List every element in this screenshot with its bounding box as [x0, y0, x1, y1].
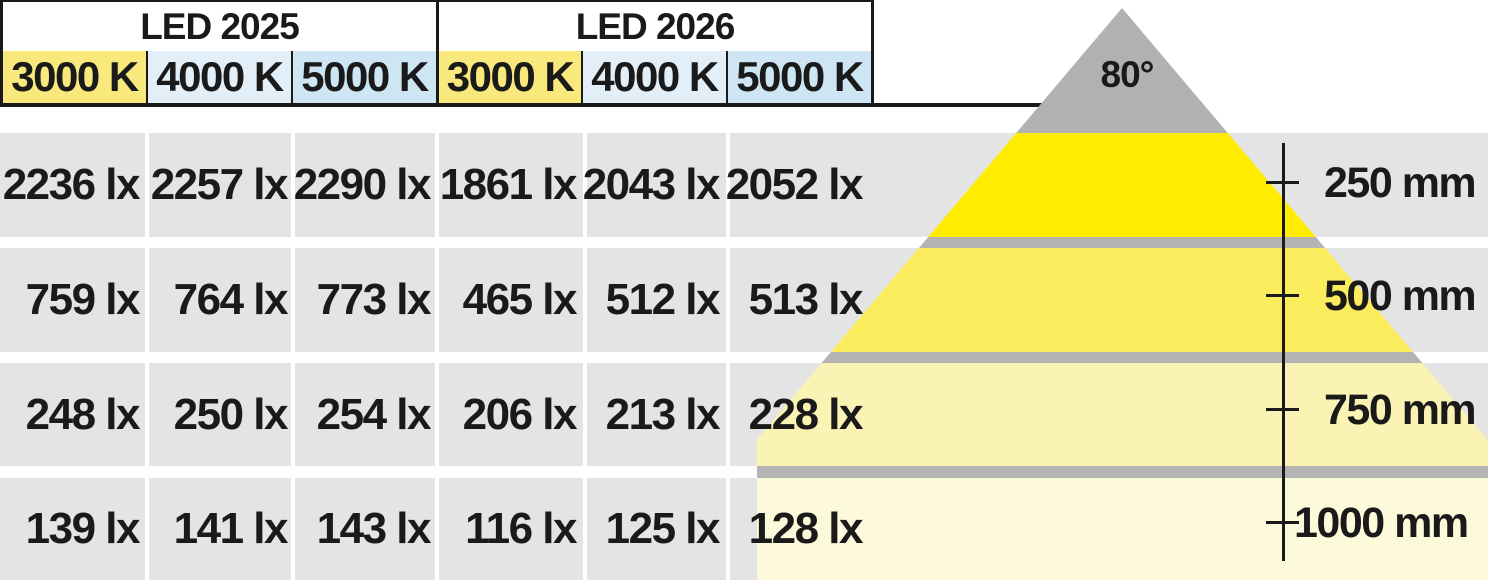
distance-label-1000mm: 1000 mm: [1294, 498, 1469, 547]
column-separator: [435, 133, 439, 580]
lux-value: 2043 lx: [582, 160, 721, 209]
cone-gap-bar: [757, 466, 1488, 478]
lux-value: 125 lx: [605, 504, 721, 553]
lux-value: 513 lx: [748, 275, 864, 324]
group-title-led-2025: LED 2025: [140, 6, 300, 47]
cone-band-1000mm: [757, 478, 1488, 580]
lux-value: 2290 lx: [293, 160, 432, 209]
beam-angle-label: 80°: [1100, 54, 1155, 95]
lux-value: 512 lx: [605, 275, 721, 324]
scale-tick-1000mm: [1266, 521, 1299, 524]
header-cell-divider: [291, 51, 293, 103]
lux-value: 2257 lx: [150, 160, 289, 209]
lux-value: 116 lx: [465, 504, 577, 553]
distance-label-500mm: 500 mm: [1324, 271, 1477, 320]
header-border-bottom: [0, 103, 1050, 107]
header-border-right: [871, 0, 874, 107]
lux-value: 2052 lx: [725, 160, 864, 209]
scale-tick-750mm: [1266, 408, 1299, 411]
light-cone: [757, 8, 1488, 580]
lux-value: 143 lx: [316, 504, 432, 553]
lux-value: 141 lx: [173, 504, 289, 553]
lux-value: 213 lx: [605, 389, 721, 439]
column-separator: [291, 133, 295, 580]
lux-value: 248 lx: [25, 389, 141, 439]
header-cell-divider: [146, 51, 148, 103]
cone-gap-bar: [757, 352, 1488, 363]
header-cell-4000k: 4000 K: [583, 51, 726, 103]
column-separator: [583, 133, 587, 580]
group-title-led-2026: LED 2026: [575, 6, 736, 47]
header-cell-5000k: 5000 K: [728, 51, 871, 103]
scale-tick-250mm: [1266, 181, 1299, 184]
header-border-middle: [436, 0, 439, 107]
lux-value: 206 lx: [462, 389, 578, 439]
column-separator: [145, 133, 149, 580]
header-cell-divider: [726, 51, 728, 103]
distance-scale-line: [1282, 143, 1285, 561]
distance-label-250mm: 250 mm: [1324, 158, 1477, 207]
distance-label-750mm: 750 mm: [1324, 385, 1477, 434]
cone-band-750mm: [757, 363, 1488, 466]
lux-value: 1861 lx: [439, 160, 578, 209]
scale-tick-500mm: [1266, 294, 1299, 297]
lux-value: 465 lx: [462, 275, 578, 324]
header-cell-divider: [581, 51, 583, 103]
column-separator: [726, 133, 730, 580]
lux-value: 2236 lx: [2, 160, 141, 209]
lux-value: 228 lx: [748, 389, 864, 439]
lux-value: 764 lx: [173, 275, 289, 324]
cone-gap-bar: [757, 237, 1488, 248]
lux-value: 254 lx: [316, 389, 432, 439]
header-cell-5000k: 5000 K: [293, 51, 436, 103]
lux-value: 139 lx: [25, 504, 141, 553]
lux-value: 128 lx: [748, 504, 864, 553]
header-cell-3000k: 3000 K: [439, 51, 581, 103]
lux-value: 773 lx: [316, 275, 432, 324]
lux-value: 759 lx: [25, 275, 141, 324]
header-cell-4000k: 4000 K: [148, 51, 291, 103]
header-border-left: [0, 0, 3, 107]
lux-value: 250 lx: [173, 389, 289, 439]
header-cell-3000k: 3000 K: [3, 51, 146, 103]
